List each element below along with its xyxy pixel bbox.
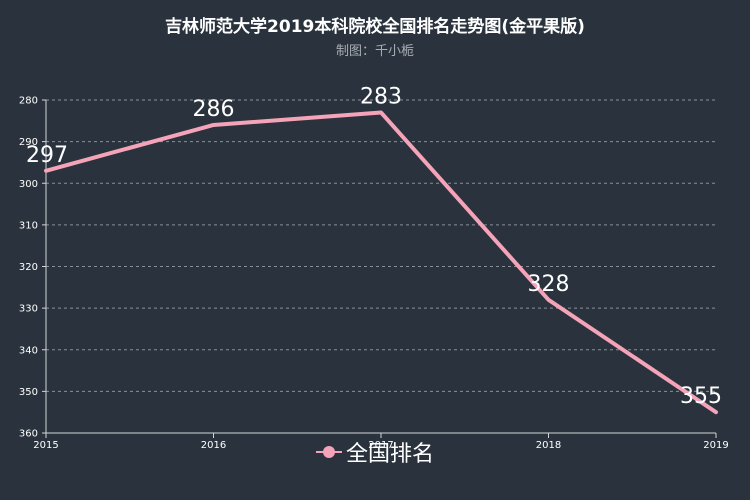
y-tick-label: 340: [19, 345, 38, 356]
x-tick-label: 2019: [703, 440, 728, 451]
y-tick-label: 310: [19, 220, 38, 231]
data-label: 355: [680, 384, 722, 409]
y-tick-label: 360: [19, 429, 38, 440]
grid-lines: [46, 99, 716, 392]
axes: [45, 100, 716, 434]
y-tick-label: 300: [19, 179, 38, 190]
legend[interactable]: 全国排名: [0, 436, 750, 468]
data-label: 297: [26, 143, 68, 168]
series-layer: [44, 110, 718, 415]
y-tick-label: 290: [19, 137, 38, 148]
legend-label: 全国排名: [345, 442, 434, 467]
data-label: 286: [193, 97, 235, 122]
legend-marker-icon: [315, 445, 342, 459]
series-line-全国排名: [44, 110, 718, 415]
data-label: 328: [528, 272, 570, 297]
y-tick-label: 280: [19, 96, 38, 107]
x-tick-label: 2018: [536, 440, 561, 451]
data-labels: 297 286 283 328 355: [26, 84, 722, 409]
y-tick-label: 320: [19, 262, 38, 273]
chart-subtitle: 制图：千小栀: [335, 44, 414, 59]
x-axis-ticks: 2015 2016 2017 2018 2019: [33, 433, 729, 451]
y-tick-label: 350: [19, 387, 38, 398]
x-tick-label: 2016: [201, 440, 226, 451]
data-label: 283: [360, 84, 402, 109]
y-axis-ticks: 280 290 300 310 320 330 340 350 360: [19, 96, 46, 440]
y-tick-label: 330: [19, 304, 38, 315]
x-tick-label: 2015: [33, 440, 58, 451]
x-tick-label: 2017: [368, 440, 393, 451]
chart-title: 吉林师范大学2019本科院校全国排名走势图(金平果版): [165, 17, 585, 37]
